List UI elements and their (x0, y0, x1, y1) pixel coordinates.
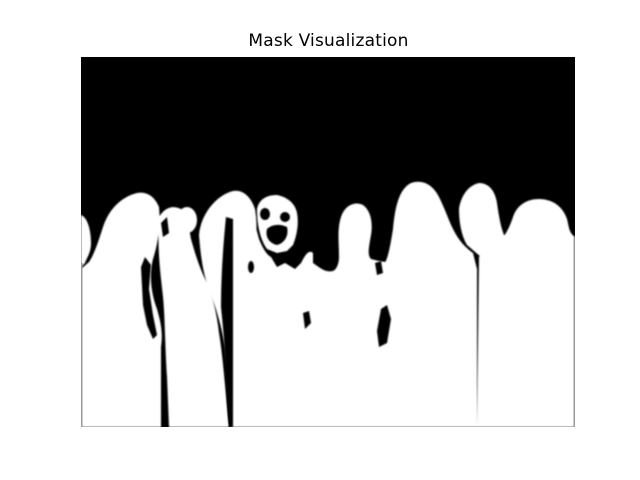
mask-region-figure-8 (459, 183, 509, 257)
mask-hole-speck-1 (303, 311, 311, 329)
mask-hole-face-2 (280, 212, 290, 222)
mask-edge-right (573, 237, 575, 427)
mask-region-left-edge (81, 215, 91, 267)
mask-edge-left (81, 263, 83, 427)
mask-region-figure-9 (477, 199, 575, 427)
mask-hole-gap-1 (375, 261, 383, 275)
mask-hole-face-3 (266, 224, 288, 245)
mask-region-figure-2 (158, 207, 229, 427)
mask-region-head-2 (177, 207, 197, 233)
mask-hole-speck-3 (248, 261, 254, 273)
mask-hole-strip-2 (221, 217, 233, 427)
mask-image (81, 57, 575, 427)
mask-holes (141, 208, 391, 427)
mask-region-figure-6 (313, 203, 391, 427)
mask-region-figure-7 (381, 181, 477, 427)
mask-hole-strip-1 (141, 257, 157, 339)
mask-hole-speck-2 (377, 305, 391, 347)
figure-title: Mask Visualization (248, 31, 409, 51)
mask-region-figure-1 (81, 192, 162, 427)
mask-hole-face-1 (260, 208, 270, 220)
mask-hole-gap-2 (161, 217, 169, 237)
